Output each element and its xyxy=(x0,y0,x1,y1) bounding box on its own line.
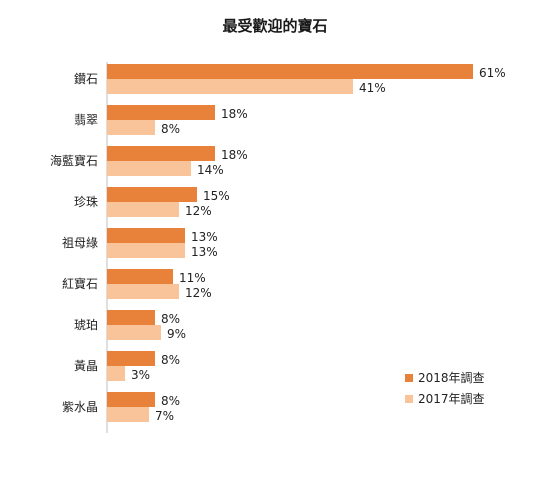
data-label: 8% xyxy=(161,394,180,408)
category-label: 琥珀 xyxy=(74,318,98,332)
bar-2017 xyxy=(107,120,155,135)
category-label: 祖母綠 xyxy=(62,235,98,250)
data-label: 14% xyxy=(197,163,224,177)
bar-2017 xyxy=(107,79,353,94)
bar-2018 xyxy=(107,269,173,284)
data-label: 7% xyxy=(155,409,174,423)
data-label: 12% xyxy=(185,286,212,300)
bar-2018 xyxy=(107,310,155,325)
data-label: 15% xyxy=(203,189,230,203)
chart-title: 最受歡迎的寶石 xyxy=(222,17,328,35)
legend-swatch xyxy=(405,395,413,403)
data-label: 12% xyxy=(185,204,212,218)
bar-2017 xyxy=(107,243,185,258)
legend-swatch xyxy=(405,374,413,382)
bar-2017 xyxy=(107,366,125,381)
data-label: 8% xyxy=(161,312,180,326)
data-label: 3% xyxy=(131,368,150,382)
data-label: 9% xyxy=(167,327,186,341)
bar-2017 xyxy=(107,407,149,422)
bar-2018 xyxy=(107,392,155,407)
data-label: 13% xyxy=(191,230,218,244)
bar-2017 xyxy=(107,284,179,299)
bar-2018 xyxy=(107,187,197,202)
data-label: 41% xyxy=(359,81,386,95)
category-label: 翡翠 xyxy=(74,113,98,127)
category-label: 紫水晶 xyxy=(62,400,98,414)
bar-2017 xyxy=(107,325,161,340)
bar-2017 xyxy=(107,161,191,176)
category-label: 珍珠 xyxy=(74,195,98,209)
bar-2018 xyxy=(107,105,215,120)
data-label: 13% xyxy=(191,245,218,259)
bar-2018 xyxy=(107,64,473,79)
data-label: 8% xyxy=(161,122,180,136)
category-label: 海藍寶石 xyxy=(50,153,98,168)
bar-2018 xyxy=(107,146,215,161)
category-label: 黃晶 xyxy=(74,359,98,373)
bar-2017 xyxy=(107,202,179,217)
data-label: 18% xyxy=(221,107,248,121)
bar-2018 xyxy=(107,351,155,366)
category-label: 紅寶石 xyxy=(62,276,98,291)
data-label: 8% xyxy=(161,353,180,367)
data-label: 11% xyxy=(179,271,206,285)
legend-entry: 2018年調查 xyxy=(418,371,485,385)
data-label: 61% xyxy=(479,66,506,80)
legend-entry: 2017年調查 xyxy=(418,392,485,406)
bar-2018 xyxy=(107,228,185,243)
category-label: 鑽石 xyxy=(74,71,98,86)
data-label: 18% xyxy=(221,148,248,162)
